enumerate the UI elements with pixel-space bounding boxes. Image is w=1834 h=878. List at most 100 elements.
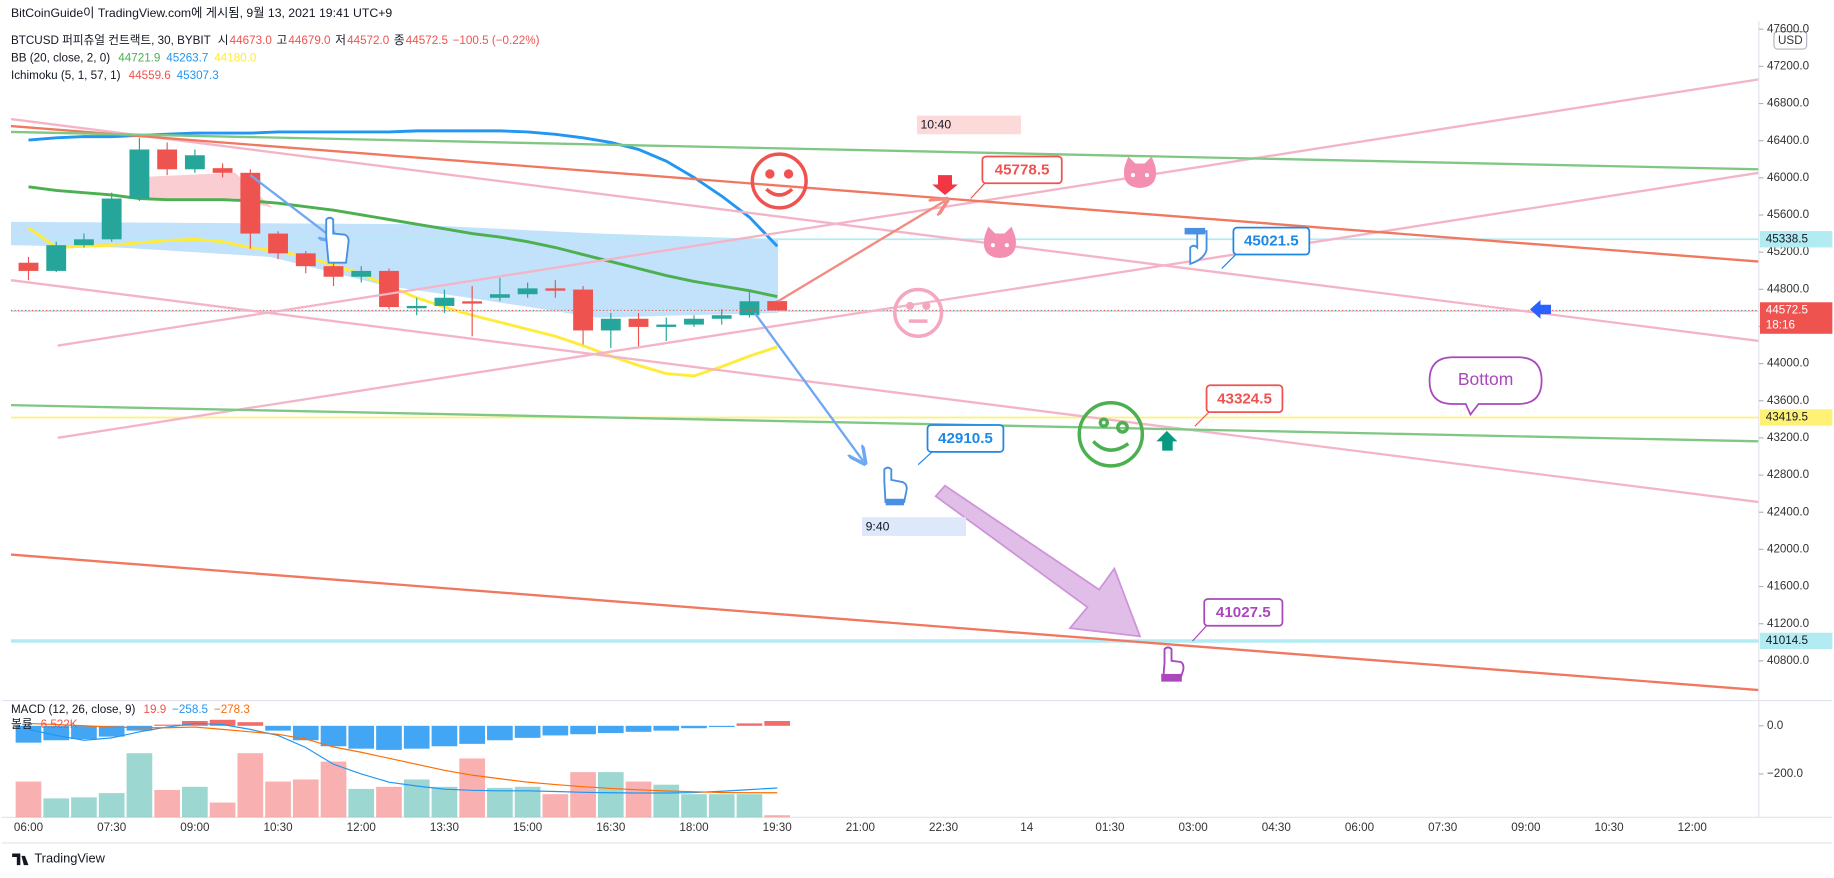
volume-bar [459,758,486,818]
callout [1232,226,1311,256]
volume-bar [237,753,264,818]
legend-text: 시 [218,34,229,47]
callout-pointer [917,451,933,466]
speech-bubble [1428,356,1543,417]
candle-body [18,262,39,271]
candle-body [628,318,649,327]
y-tick-label: 44000.0 [1767,357,1810,370]
candle-body [711,315,732,319]
legend-text: 6.522K [41,718,78,731]
price-label-bg [1759,231,1833,248]
y-tick-label: 47600.0 [1767,22,1810,35]
annotation-text: 41027.5 [1216,604,1271,621]
volume-bar [320,761,347,818]
x-tick-label: 15:00 [513,821,543,834]
hand-icon [883,466,908,506]
candle-body [212,168,233,173]
volume-bar [542,794,569,818]
y-tick-label: 46000.0 [1767,171,1810,184]
legend-text: 44721.9 [118,51,160,64]
signal-line [28,722,778,794]
annotation-text: 9:40 [866,519,890,533]
logo [12,853,29,866]
volume-bar [487,787,513,818]
y-tick-label: 43200.0 [1767,431,1810,444]
volume-bar [597,772,624,818]
macd-histogram-bar [265,725,291,731]
volume-bar [681,794,707,818]
volume-bar [182,786,208,818]
candle-body [379,270,399,308]
x-tick-label: 07:30 [1428,821,1458,834]
price-label: 43419.5 [1766,411,1808,424]
x-tick-label: 19:30 [763,821,793,834]
candle-body [323,266,344,277]
x-tick-label: 14 [1020,821,1033,834]
macd-histogram-bar [542,725,569,736]
y-tick-label: 45600.0 [1767,208,1810,221]
callout [1205,384,1284,414]
trend-line [10,403,1759,443]
x-tick-label: 18:00 [679,821,709,834]
macd-histogram-bar [154,724,180,726]
macd-histogram-bar [71,725,97,740]
callout [981,155,1063,185]
x-tick-label: 13:30 [430,821,460,834]
candle-body [184,155,205,170]
x-tick-label: 06:00 [1345,821,1375,834]
y-tick-label: 45200.0 [1767,245,1810,258]
x-tick-label: 07:30 [97,821,127,834]
countdown-label: 18:16 [1766,319,1795,332]
candle-body [46,245,67,271]
macd-histogram-bar [292,725,319,741]
macd-histogram-bar [570,725,596,735]
macd-histogram-bar [459,725,486,744]
volume-bar [431,786,458,818]
candle-body [351,270,372,277]
macd-histogram-bar [625,725,652,732]
x-tick-label: 09:00 [180,821,210,834]
callout-pointer [1221,254,1237,269]
volume-bar [292,779,319,818]
legend-text: 44559.6 [129,69,171,82]
header-text: BitCoinGuide이 TradingView.com에 게시됨, 9월 1… [11,6,392,20]
macd-histogram-bar [514,725,541,738]
trend-line [10,130,1759,171]
trend-line [57,78,1759,347]
legend-text: −278.3 [214,703,250,716]
volume-bar [570,772,596,818]
macd-histogram-bar [708,725,735,728]
legend-text: 44180.0 [214,51,257,64]
macd-histogram-bar [764,721,791,726]
trend-line [10,279,1759,504]
plot-area [10,129,1759,643]
y-tick-label: 47200.0 [1767,59,1810,72]
candle-body [462,301,483,304]
legend-text: BB (20, close, 2, 0) [11,51,110,64]
volume-bar [265,781,291,818]
callout-pointer [970,182,986,199]
x-tick-label: 21:00 [846,821,876,834]
hand-icon [1161,646,1185,682]
callout-pointer [1192,625,1207,642]
time-highlight [862,517,967,536]
time-highlight [917,115,1021,135]
volume-bar [514,786,541,818]
y-tick-label: 43600.0 [1767,394,1810,407]
legend-text: 44673.0 [230,34,273,47]
hand-icon [325,216,350,264]
volume-bar [15,781,42,818]
trend-line [10,553,1759,692]
volume-bar [98,793,125,818]
macd-histogram-bar [653,725,680,731]
annotation-text: 42910.5 [938,430,993,447]
volume-bar [625,781,652,818]
legend-text: 44572.5 [406,34,448,47]
x-tick-label: 10:30 [1594,821,1624,834]
legend-text: 45307.3 [177,69,219,82]
legend-text: 19.9 [144,703,167,716]
callout-pointer [1194,411,1210,427]
macd-histogram-bar [209,719,236,726]
